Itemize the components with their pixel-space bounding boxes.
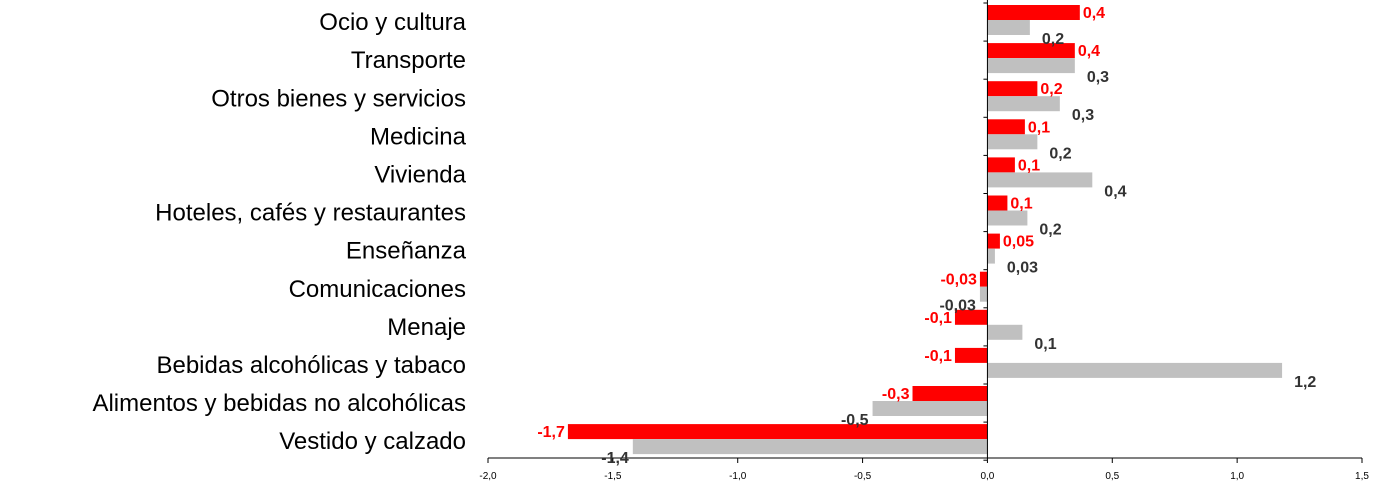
data-label-red: -0,3 [882, 386, 910, 403]
x-tick-label: 1,0 [1230, 471, 1244, 482]
bar-grey [987, 20, 1030, 35]
bar-red [567, 424, 988, 440]
data-label-grey: 0,03 [1007, 260, 1038, 277]
data-label-red: -0,1 [924, 310, 952, 327]
bar-red [954, 347, 988, 363]
category-label: Ocio y cultura [319, 9, 466, 36]
data-label-grey: -0,5 [841, 412, 869, 429]
x-tick-label: 0,5 [1105, 471, 1119, 482]
bar-grey [987, 58, 1075, 74]
data-label-grey: 0,1 [1034, 336, 1056, 353]
bar-red [987, 195, 1008, 211]
bar-grey [987, 324, 1023, 340]
bar-grey [987, 96, 1060, 112]
category-label: Enseñanza [346, 238, 467, 265]
data-label-grey: 0,3 [1072, 107, 1094, 124]
x-tick-label: 0,0 [980, 471, 994, 482]
bar-red [987, 157, 1015, 173]
data-label-grey: 1,2 [1294, 374, 1316, 391]
bar-red [987, 233, 1000, 249]
data-label-red: 0,2 [1040, 81, 1062, 98]
bar-grey [987, 248, 995, 264]
data-label-grey: -1,4 [601, 450, 629, 467]
bar-red [979, 271, 988, 287]
category-label: Transporte [351, 47, 466, 74]
bars-layer [567, 5, 1283, 455]
category-label: Otros bienes y servicios [211, 85, 466, 112]
x-tick-label: -2,0 [479, 471, 497, 482]
data-label-red: -1,7 [537, 424, 565, 441]
category-label: Menaje [387, 314, 466, 341]
labels-layer: Ocio y cultura Transporte Otros bienes y s… [92, 5, 1369, 482]
data-label-grey: 0,2 [1042, 31, 1064, 48]
x-tick-label: -1,5 [604, 471, 622, 482]
data-label-red: 0,1 [1010, 196, 1032, 213]
bar-grey [872, 401, 988, 416]
bar-red [987, 5, 1080, 20]
category-label: Alimentos y bebidas no alcohólicas [92, 390, 466, 417]
bar-red [987, 43, 1075, 59]
bar-grey [632, 439, 988, 455]
category-label: Vivienda [374, 161, 466, 188]
bar-red [987, 119, 1025, 135]
bar-grey [987, 210, 1028, 226]
category-label: Comunicaciones [289, 276, 466, 303]
bar-red [954, 309, 988, 325]
bar-red [987, 81, 1038, 97]
bar-grey [987, 362, 1283, 378]
data-label-red: 0,1 [1028, 119, 1050, 136]
category-label: Bebidas alcohólicas y tabaco [156, 352, 466, 379]
data-label-grey: 0,4 [1104, 183, 1126, 200]
x-tick-label: 1,5 [1355, 471, 1369, 482]
data-label-grey: 0,2 [1049, 145, 1071, 162]
category-label: Hoteles, cafés y restaurantes [155, 200, 466, 227]
data-label-grey: -0,03 [939, 298, 976, 315]
data-label-red: 0,4 [1083, 5, 1105, 22]
bar-grey [979, 286, 988, 302]
data-label-red: -0,03 [940, 272, 977, 289]
data-label-red: -0,1 [924, 348, 952, 365]
x-tick-label: -1,0 [729, 471, 747, 482]
bar-grey [987, 134, 1038, 150]
data-label-red: 0,05 [1003, 234, 1034, 251]
x-tick-label: -0,5 [854, 471, 872, 482]
axis-layer [487, 0, 1363, 463]
bar-grey [987, 172, 1093, 188]
data-label-grey: 0,2 [1039, 222, 1061, 239]
category-label: Medicina [370, 123, 467, 150]
data-label-grey: 0,3 [1087, 69, 1109, 86]
data-label-red: 0,4 [1078, 43, 1100, 60]
data-label-red: 0,1 [1018, 157, 1040, 174]
bar-red [912, 386, 988, 401]
category-label: Vestido y calzado [279, 428, 466, 455]
